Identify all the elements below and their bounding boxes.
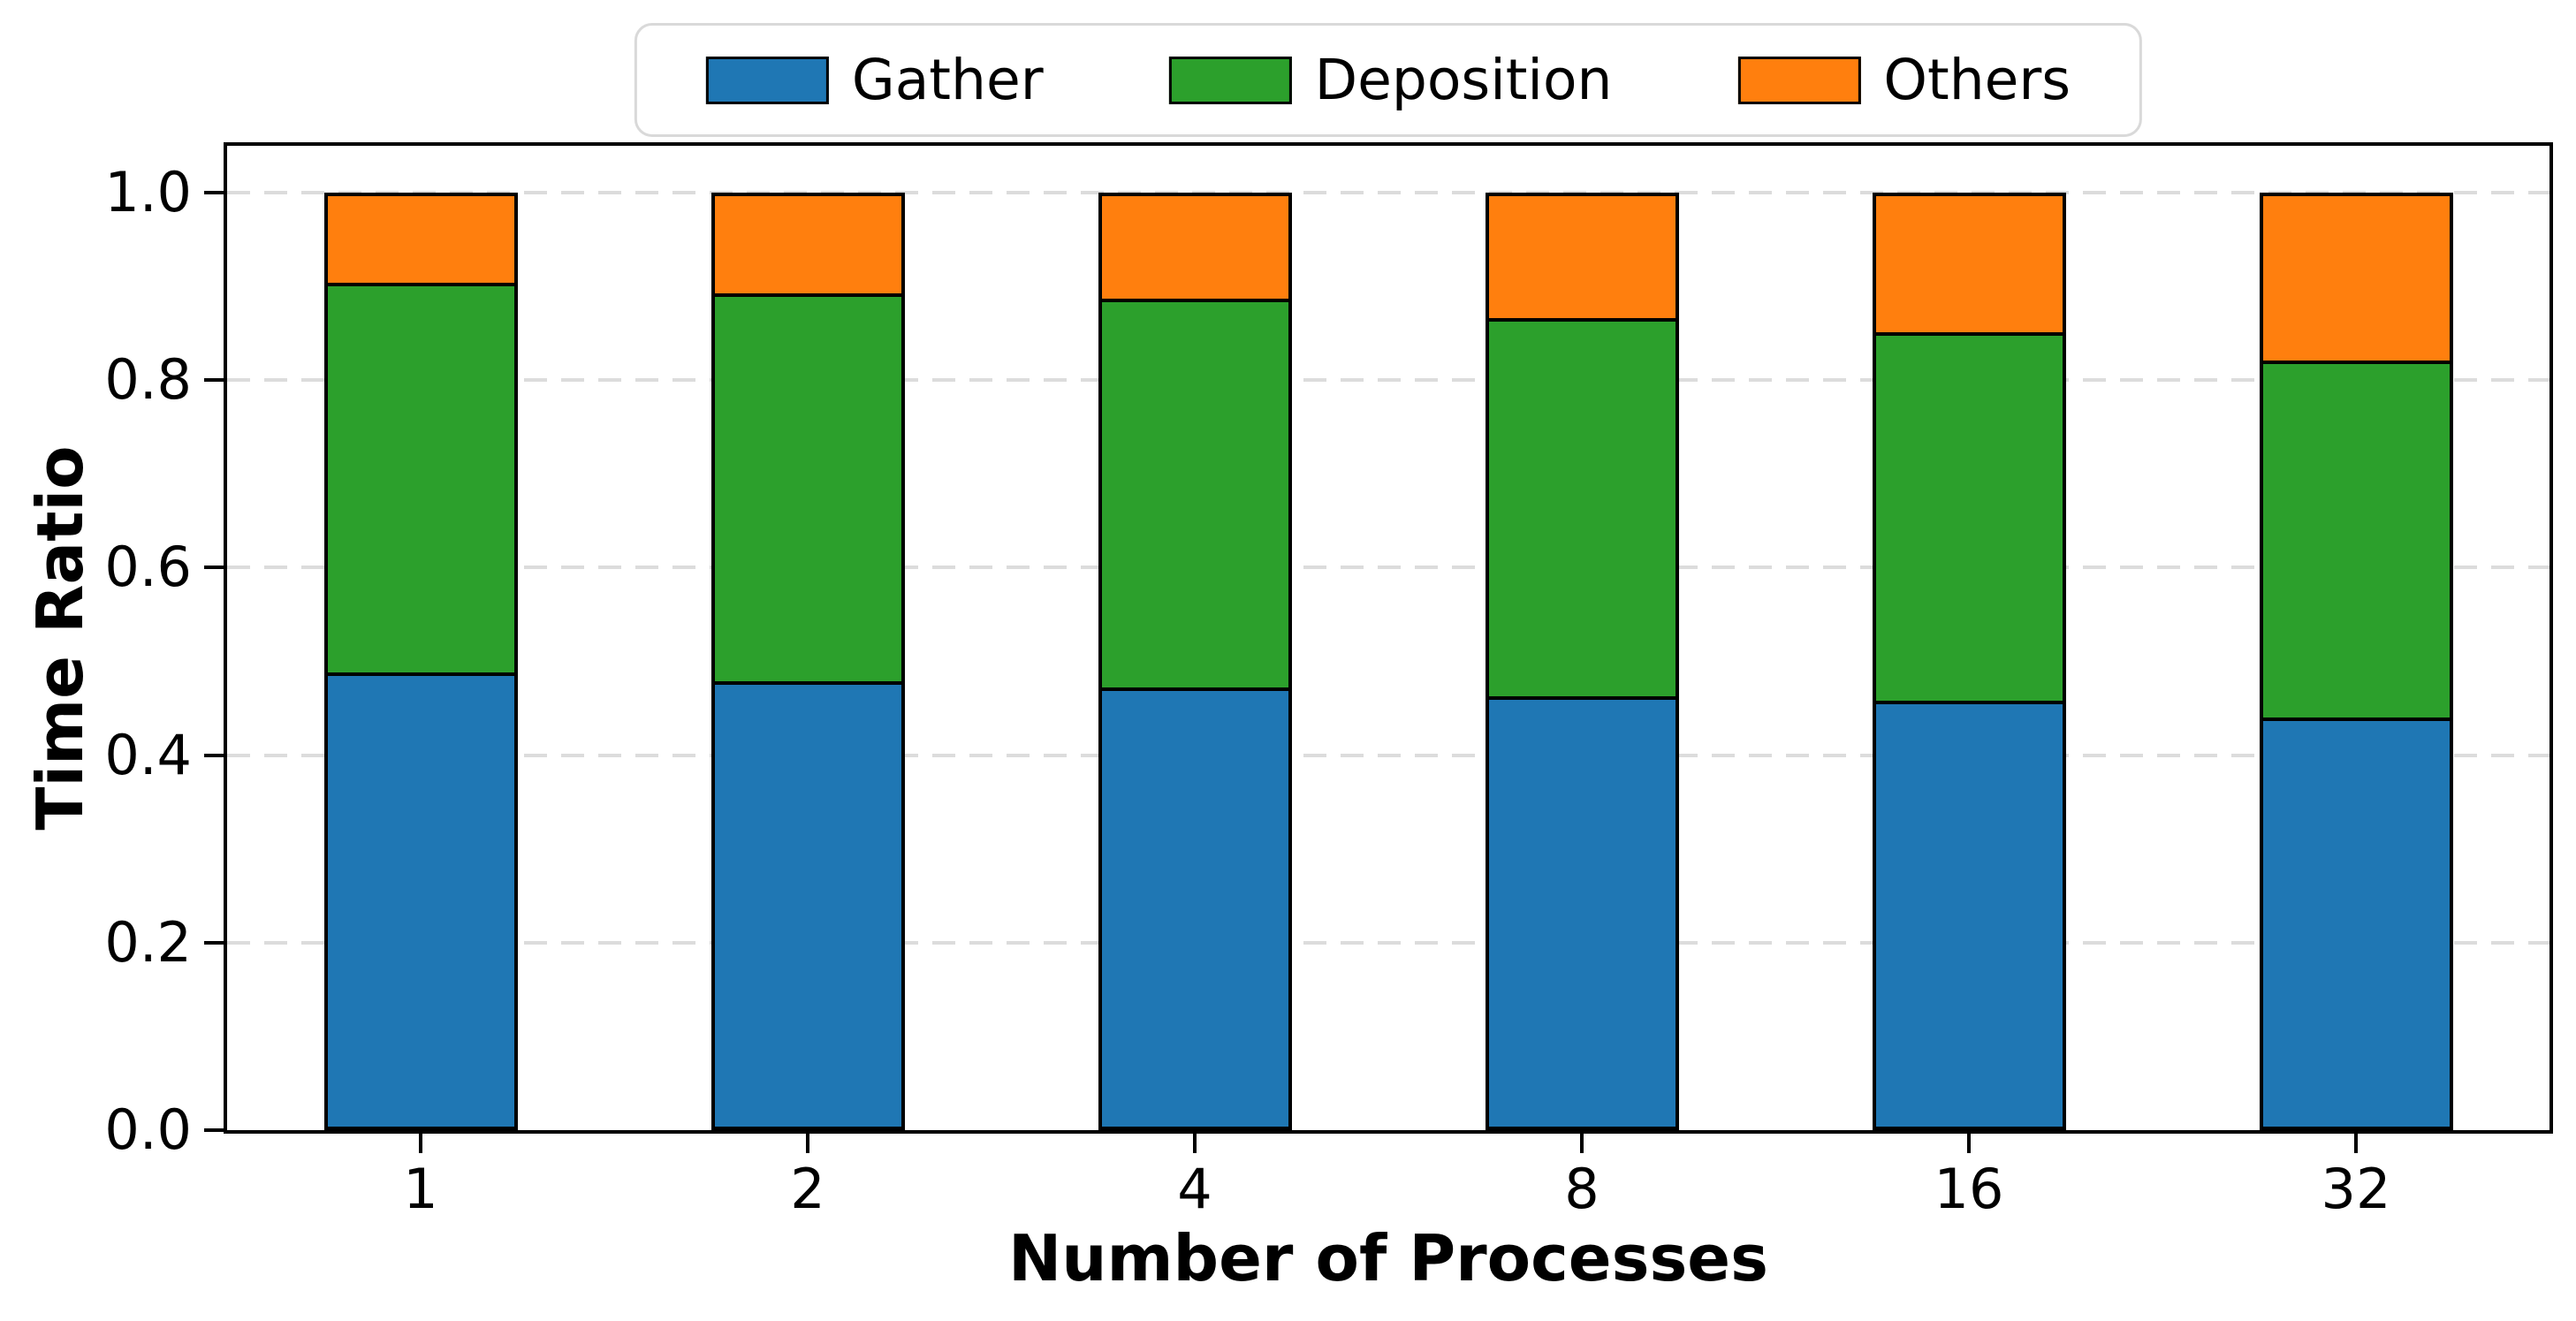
bar-16-segment-gather — [1873, 701, 2066, 1130]
legend-swatch-gather — [705, 56, 829, 104]
legend-label-gather: Gather — [851, 48, 1044, 112]
y-tick-mark-0.6 — [204, 566, 224, 570]
x-tick-label-4: 4 — [1177, 1157, 1212, 1221]
bar-1-segment-gather — [324, 672, 518, 1130]
gridline-y-0.4 — [227, 753, 2549, 757]
legend-label-others: Others — [1883, 48, 2071, 112]
bar-1-segment-deposition — [324, 282, 518, 677]
x-tick-mark-4 — [1193, 1134, 1197, 1153]
bar-32-segment-others — [2260, 193, 2453, 364]
y-tick-label-0.8: 0.8 — [104, 347, 192, 413]
x-tick-label-8: 8 — [1564, 1157, 1600, 1221]
legend-swatch-others — [1737, 56, 1861, 104]
bar-16-segment-deposition — [1873, 332, 2066, 705]
y-tick-mark-0.0 — [204, 1128, 224, 1132]
legend-item-gather: Gather — [705, 48, 1044, 112]
gridline-y-0.8 — [227, 378, 2549, 383]
bar-4-segment-others — [1098, 193, 1292, 302]
x-tick-mark-8 — [1580, 1134, 1584, 1153]
gridline-y-1 — [227, 191, 2549, 195]
plot-area: 0.0 0.2 0.4 0.6 0.8 1.0 1 2 4 8 16 32 — [104, 142, 2553, 1217]
bar-32-segment-gather — [2260, 717, 2453, 1130]
x-tick-label-1: 1 — [403, 1157, 438, 1221]
bar-8-segment-others — [1486, 193, 1679, 323]
bar-2-segment-others — [711, 193, 905, 297]
y-tick-label-0.4: 0.4 — [104, 722, 192, 787]
legend: Gather Deposition Others — [634, 23, 2143, 137]
y-tick-mark-1.0 — [204, 191, 224, 195]
y-tick-mark-0.2 — [204, 940, 224, 945]
bar-4-segment-deposition — [1098, 298, 1292, 692]
bar-1-segment-others — [324, 193, 518, 286]
y-tick-mark-0.8 — [204, 378, 224, 383]
bar-8-segment-gather — [1486, 695, 1679, 1130]
legend-label-deposition: Deposition — [1314, 48, 1613, 112]
x-tick-label-2: 2 — [790, 1157, 825, 1221]
bar-2-segment-deposition — [711, 292, 905, 685]
bar-2-segment-gather — [711, 680, 905, 1130]
x-axis-label: Number of Processes — [1008, 1221, 1768, 1295]
y-axis-label: Time Ratio — [23, 445, 97, 831]
legend-item-others: Others — [1737, 52, 2071, 108]
bar-8-segment-deposition — [1486, 318, 1679, 700]
bar-32-segment-deposition — [2260, 360, 2453, 722]
gridline-y-0.2 — [227, 940, 2549, 945]
legend-swatch-deposition — [1168, 56, 1292, 104]
y-tick-label-0.0: 0.0 — [104, 1097, 192, 1162]
y-tick-label-0.6: 0.6 — [104, 535, 192, 600]
bar-4-segment-gather — [1098, 687, 1292, 1130]
x-tick-mark-32 — [2354, 1134, 2358, 1153]
y-tick-mark-0.4 — [204, 753, 224, 757]
x-tick-mark-16 — [1967, 1134, 1971, 1153]
bar-16-segment-others — [1873, 193, 2066, 337]
y-tick-label-1.0: 1.0 — [104, 160, 192, 225]
x-tick-mark-2 — [806, 1134, 809, 1153]
legend-item-deposition: Deposition — [1168, 48, 1613, 112]
y-tick-label-0.2: 0.2 — [104, 909, 192, 975]
x-tick-label-16: 16 — [1934, 1157, 2004, 1221]
gridline-y-0.6 — [227, 566, 2549, 570]
x-tick-label-32: 32 — [2321, 1157, 2391, 1221]
x-tick-mark-1 — [419, 1134, 422, 1153]
